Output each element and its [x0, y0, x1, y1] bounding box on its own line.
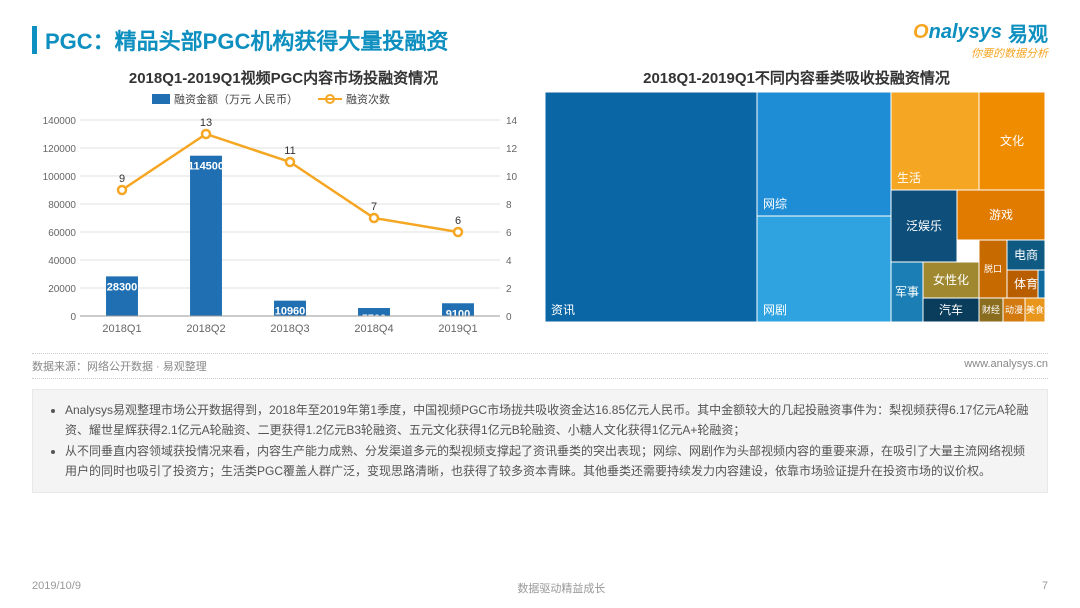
svg-text:军事: 军事: [895, 285, 919, 299]
brand-cn: 易观: [1008, 18, 1048, 47]
treemap-svg: 资讯 网综网剧 生活 文化泛娱乐 游戏军事女性化汽车 脱口 电商体育财经动漫美食: [545, 92, 1045, 322]
bar-chart-title: 2018Q1-2019Q1视频PGC内容市场投融资情况: [32, 67, 535, 88]
footer-date: 2019/10/9: [32, 580, 81, 596]
body-bullet: Analysys易观整理市场公开数据得到，2018年至2019年第1季度，中国视…: [65, 400, 1033, 441]
brand-logo: Onalysys: [913, 21, 1002, 44]
svg-text:6: 6: [455, 215, 461, 227]
svg-text:美食: 美食: [1026, 304, 1044, 315]
svg-text:资讯: 资讯: [551, 303, 575, 317]
svg-text:2019Q1: 2019Q1: [438, 323, 477, 335]
body-bullet: 从不同垂直内容领域获投情况来看，内容生产能力成熟、分发渠道多元的梨视频支撑起了资…: [65, 441, 1033, 482]
svg-text:2: 2: [506, 284, 512, 295]
svg-text:9: 9: [119, 173, 125, 185]
svg-text:14: 14: [506, 116, 518, 127]
title-left: PGC：精品头部PGC机构获得大量投融资: [32, 24, 448, 56]
slide-title: PGC：精品头部PGC机构获得大量投融资: [45, 24, 448, 56]
title-accent-bar: [32, 26, 37, 54]
svg-text:20000: 20000: [48, 284, 76, 295]
body-text: Analysys易观整理市场公开数据得到，2018年至2019年第1季度，中国视…: [32, 389, 1048, 493]
footer-center: 数据驱动精益成长: [517, 580, 605, 596]
body-bullets: Analysys易观整理市场公开数据得到，2018年至2019年第1季度，中国视…: [47, 400, 1033, 482]
svg-text:脱口: 脱口: [984, 263, 1002, 274]
svg-text:融资次数: 融资次数: [346, 92, 390, 106]
svg-text:4: 4: [506, 256, 512, 267]
svg-text:2018Q4: 2018Q4: [354, 323, 393, 335]
svg-text:6: 6: [506, 228, 512, 239]
svg-text:网综: 网综: [763, 197, 787, 211]
svg-text:60000: 60000: [48, 228, 76, 239]
svg-text:11: 11: [284, 145, 295, 157]
treemap-title: 2018Q1-2019Q1不同内容垂类吸收投融资情况: [545, 67, 1048, 88]
svg-text:2018Q2: 2018Q2: [186, 323, 225, 335]
svg-text:女性化: 女性化: [933, 272, 969, 287]
source-row: 数据来源：网络公开数据 · 易观整理 www.analysys.cn: [32, 353, 1048, 379]
svg-text:0: 0: [506, 312, 512, 323]
bar-chart-box: 2018Q1-2019Q1视频PGC内容市场投融资情况 融资金额（万元 人民币）…: [32, 67, 535, 347]
svg-text:电商: 电商: [1014, 247, 1038, 262]
svg-text:80000: 80000: [48, 200, 76, 211]
header: PGC：精品头部PGC机构获得大量投融资 Onalysys 易观 你要的数据分析: [32, 18, 1048, 61]
svg-text:文化: 文化: [1000, 133, 1024, 148]
source-left: 数据来源：网络公开数据 · 易观整理: [32, 358, 207, 374]
svg-text:2018Q3: 2018Q3: [270, 323, 309, 335]
svg-text:7: 7: [371, 201, 377, 213]
svg-text:生活: 生活: [897, 171, 921, 185]
svg-text:融资金额（万元 人民币）: 融资金额（万元 人民币）: [174, 92, 298, 106]
svg-text:泛娱乐: 泛娱乐: [906, 219, 942, 233]
footer-page: 7: [1042, 580, 1048, 596]
svg-text:网剧: 网剧: [763, 303, 787, 317]
treemap-box: 2018Q1-2019Q1不同内容垂类吸收投融资情况 资讯 网综网剧 生活 文化泛娱乐…: [545, 67, 1048, 347]
svg-text:40000: 40000: [48, 256, 76, 267]
svg-text:140000: 140000: [43, 116, 77, 127]
footer: 2019/10/9 数据驱动精益成长 7: [32, 580, 1048, 596]
svg-text:114500: 114500: [188, 161, 224, 173]
svg-text:2018Q1: 2018Q1: [102, 323, 141, 335]
svg-text:13: 13: [200, 117, 212, 129]
svg-text:28300: 28300: [107, 281, 138, 293]
svg-text:游戏: 游戏: [989, 208, 1013, 222]
source-right: www.analysys.cn: [964, 358, 1048, 374]
svg-text:体育: 体育: [1014, 276, 1038, 291]
svg-text:财经: 财经: [982, 304, 1000, 315]
brand-tagline: 你要的数据分析: [913, 45, 1048, 61]
svg-text:100000: 100000: [43, 172, 77, 183]
svg-text:9100: 9100: [446, 308, 470, 320]
svg-text:0: 0: [70, 312, 76, 323]
svg-text:汽车: 汽车: [939, 302, 963, 317]
svg-text:12: 12: [506, 144, 518, 155]
bar-chart-svg: 融资金额（万元 人民币）融资次数020000400006000080000100…: [32, 92, 532, 342]
svg-text:120000: 120000: [43, 144, 77, 155]
svg-text:8: 8: [506, 200, 512, 211]
svg-text:动漫: 动漫: [1005, 304, 1023, 315]
charts-row: 2018Q1-2019Q1视频PGC内容市场投融资情况 融资金额（万元 人民币）…: [32, 67, 1048, 347]
brand-block: Onalysys 易观 你要的数据分析: [913, 18, 1048, 61]
svg-text:10: 10: [506, 172, 518, 183]
